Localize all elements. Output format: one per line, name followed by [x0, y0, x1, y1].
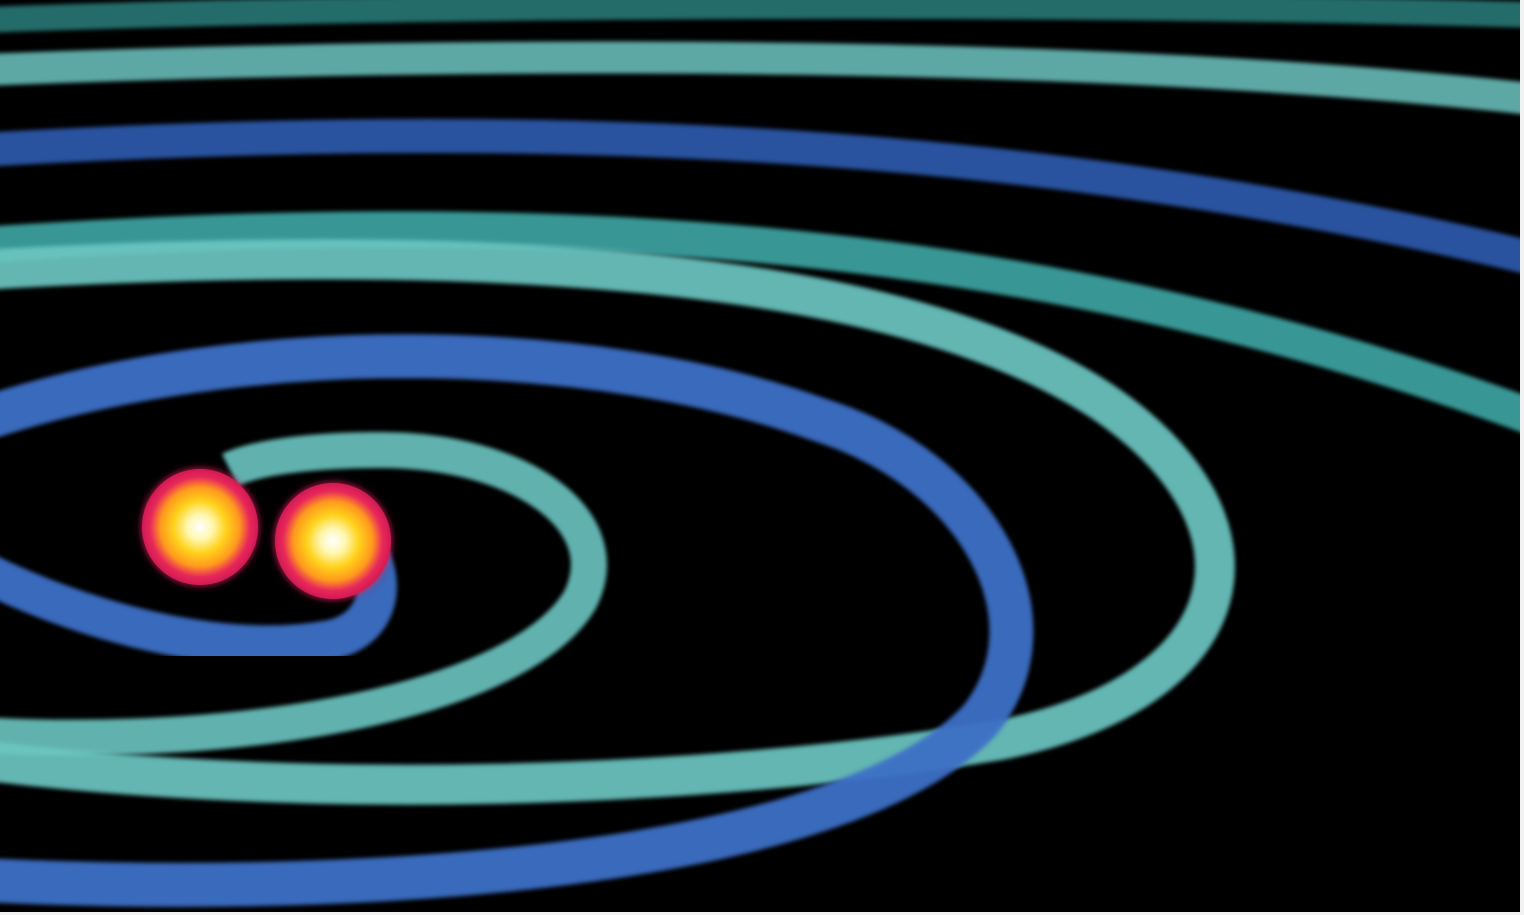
- star-right: [275, 483, 391, 599]
- star-left: [142, 469, 258, 585]
- inner-blue-loop: [0, 528, 397, 666]
- right-border: [1520, 0, 1524, 915]
- inner-teal-loop: [0, 431, 607, 756]
- outer-wave-bands: [0, 0, 1524, 434]
- bottom-border: [0, 912, 1524, 915]
- teal-spiral-arm: [0, 239, 1235, 805]
- blue-spiral-arm: [0, 334, 1034, 907]
